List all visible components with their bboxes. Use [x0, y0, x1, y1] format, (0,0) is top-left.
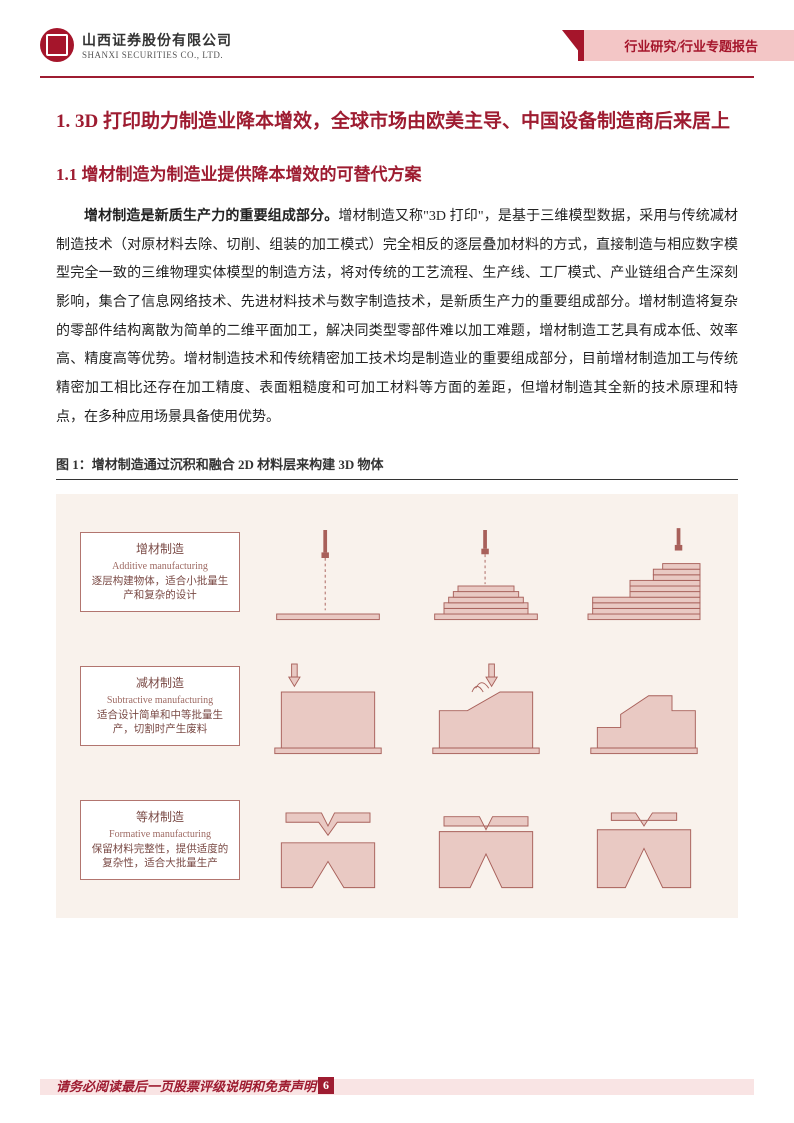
- formative-step-1: [258, 785, 398, 895]
- logo-block: 山西证券股份有限公司 SHANXI SECURITIES CO., LTD.: [40, 28, 232, 62]
- footer-disclaimer: 请务必阅读最后一页股票评级说明和免责声明: [56, 1076, 316, 1095]
- figure-diagram: 增材制造 Additive manufacturing 逐层构建物体，适合小批量…: [56, 494, 738, 918]
- brand-logo-icon: [40, 28, 74, 62]
- additive-step-3: [574, 517, 714, 627]
- content: 1. 3D 打印助力制造业降本增效，全球市场由欧美主导、中国设备制造商后来居上 …: [0, 78, 794, 918]
- subtractive-step-3: [574, 651, 714, 761]
- para-lead-bold: 增材制造是新质生产力的重要组成部分。: [84, 209, 338, 224]
- figure-label-formative: 等材制造 Formative manufacturing 保留材料完整性，提供适…: [80, 800, 240, 880]
- additive-step-1: [258, 517, 398, 627]
- heading-1: 1. 3D 打印助力制造业降本增效，全球市场由欧美主导、中国设备制造商后来居上: [56, 102, 738, 142]
- subtractive-step-1: [258, 651, 398, 761]
- page-footer: 请务必阅读最后一页股票评级说明和免责声明 6: [0, 1076, 794, 1095]
- formative-step-3: [574, 785, 714, 895]
- figure-label-subtractive: 减材制造 Subtractive manufacturing 适合设计简单和中等…: [80, 666, 240, 746]
- formative-step-2: [416, 785, 556, 895]
- figure-label-additive: 增材制造 Additive manufacturing 逐层构建物体，适合小批量…: [80, 532, 240, 612]
- body-paragraph: 增材制造是新质生产力的重要组成部分。增材制造又称"3D 打印"，是基于三维模型数…: [56, 203, 738, 433]
- header-ribbon: 行业研究/行业专题报告: [584, 30, 794, 61]
- subtractive-step-2: [416, 651, 556, 761]
- additive-step-2: [416, 517, 556, 627]
- heading-2: 1.1 增材制造为制造业提供降本增效的可替代方案: [56, 160, 738, 185]
- page-header: 山西证券股份有限公司 SHANXI SECURITIES CO., LTD. 行…: [0, 0, 794, 70]
- company-name-cn: 山西证券股份有限公司: [82, 30, 232, 50]
- para-body: 增材制造又称"3D 打印"，是基于三维模型数据，采用与传统减材制造技术（对原材料…: [56, 209, 738, 425]
- figure-caption: 图 1：增材制造通过沉积和融合 2D 材料层来构建 3D 物体: [56, 454, 738, 480]
- company-name-en: SHANXI SECURITIES CO., LTD.: [82, 50, 232, 60]
- page-number: 6: [318, 1077, 334, 1094]
